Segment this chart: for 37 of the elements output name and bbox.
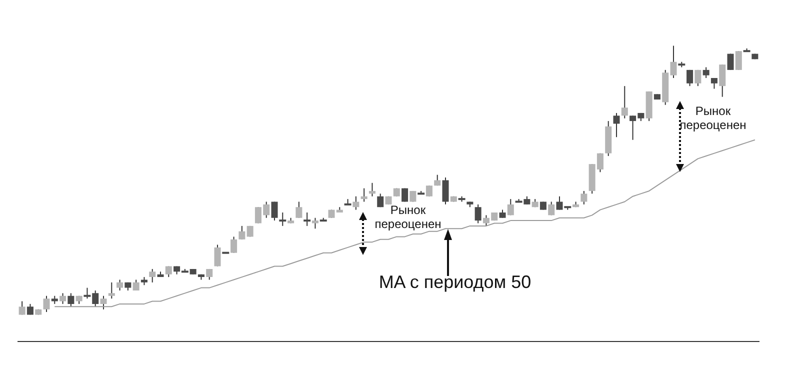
candlestick bbox=[18, 300, 26, 316]
candlestick bbox=[702, 66, 710, 79]
candlestick bbox=[613, 112, 620, 138]
candlestick bbox=[735, 50, 742, 70]
candlestick bbox=[548, 201, 555, 216]
candlestick bbox=[108, 282, 115, 300]
candlestick bbox=[271, 201, 278, 222]
candlestick bbox=[621, 86, 628, 119]
candlestick bbox=[360, 188, 368, 202]
candlestick bbox=[719, 64, 726, 98]
annotation: Рынок переоценен bbox=[678, 104, 748, 133]
candlestick bbox=[296, 201, 302, 218]
candlestick bbox=[68, 292, 74, 308]
candlestick bbox=[442, 177, 449, 205]
candlestick bbox=[580, 190, 588, 205]
candlestick bbox=[474, 204, 482, 224]
candlestick bbox=[352, 196, 360, 210]
candlestick bbox=[132, 279, 140, 291]
candlestick bbox=[507, 198, 514, 216]
candlestick bbox=[149, 268, 156, 283]
candlestick bbox=[43, 295, 50, 313]
candlestick bbox=[100, 295, 107, 310]
candlestick bbox=[710, 78, 718, 90]
candlestick bbox=[238, 225, 246, 240]
candlestick bbox=[426, 185, 432, 197]
annotation: MA с периодом 50 bbox=[378, 272, 532, 293]
annotation: Рынок переоценен bbox=[374, 203, 442, 232]
candlestick bbox=[694, 69, 702, 87]
candlestick bbox=[116, 279, 124, 291]
candlestick bbox=[312, 217, 318, 230]
candlestick bbox=[60, 292, 66, 304]
candlestick bbox=[230, 236, 238, 254]
candlestick bbox=[214, 244, 221, 267]
candlestick bbox=[686, 69, 694, 87]
candlestick bbox=[377, 193, 384, 208]
candlestick bbox=[368, 182, 376, 197]
candlestick bbox=[727, 53, 734, 70]
